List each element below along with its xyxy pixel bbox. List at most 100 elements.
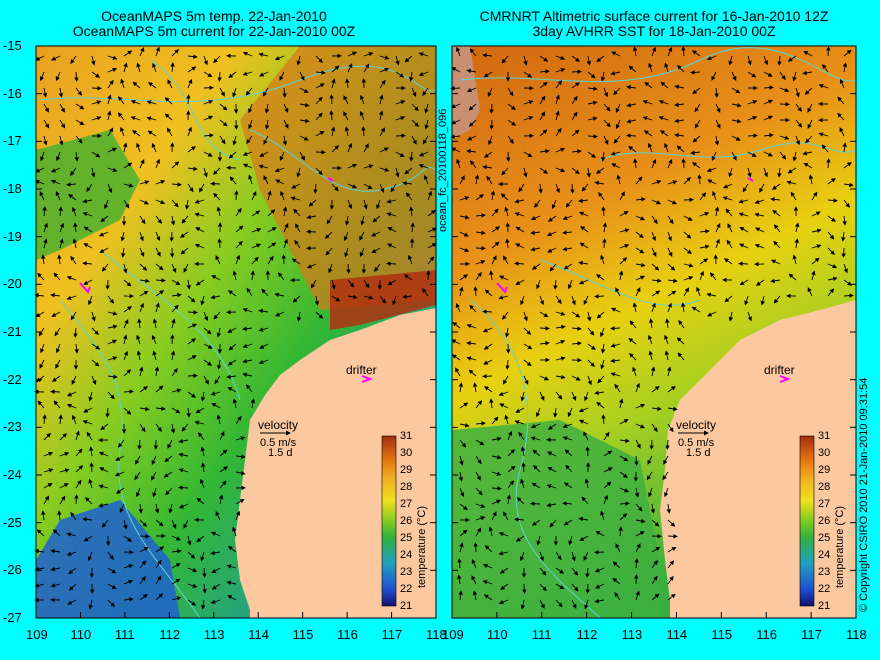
current-vector <box>475 230 486 236</box>
current-vector <box>555 110 560 121</box>
current-vector <box>299 102 310 108</box>
current-vector <box>39 71 45 82</box>
current-vector <box>68 193 77 201</box>
current-vector <box>53 272 61 281</box>
current-vector <box>88 478 93 489</box>
current-vector <box>488 135 493 146</box>
current-vector <box>501 55 509 64</box>
current-vector <box>187 599 197 606</box>
current-vector <box>184 199 190 210</box>
current-vector <box>274 55 285 61</box>
current-vector <box>43 238 48 249</box>
current-vector <box>475 213 486 218</box>
lat-tick-label: -21 <box>3 324 22 339</box>
current-vector <box>248 119 253 130</box>
current-vector <box>763 167 768 178</box>
current-vector <box>473 542 478 553</box>
right-colorbar-tick: 25 <box>818 532 831 544</box>
current-vector <box>42 87 48 98</box>
left-colorbar-tick: 22 <box>400 583 413 595</box>
current-vector <box>91 100 102 105</box>
current-vector <box>707 179 717 185</box>
current-vector <box>219 466 229 473</box>
current-vector <box>427 243 437 249</box>
current-vector <box>779 135 790 140</box>
current-vector <box>379 67 390 73</box>
current-vector <box>747 311 752 322</box>
current-vector <box>626 133 637 138</box>
current-vector <box>291 183 301 189</box>
current-vector <box>151 142 157 153</box>
current-vector <box>539 95 546 105</box>
current-vector <box>468 103 477 111</box>
current-vector <box>154 366 160 377</box>
left-lon-tick-label: 109 <box>26 627 48 642</box>
current-vector <box>216 206 221 217</box>
current-vector <box>279 151 285 162</box>
current-vector <box>450 119 461 125</box>
current-vector <box>139 560 147 569</box>
current-vector <box>86 183 93 193</box>
current-vector <box>139 519 148 527</box>
current-vector <box>555 147 566 153</box>
current-vector <box>343 231 349 242</box>
current-vector <box>347 51 358 57</box>
current-vector <box>469 48 477 57</box>
current-vector <box>715 222 721 233</box>
current-vector <box>267 190 272 201</box>
current-vector <box>811 211 821 217</box>
right-lon-tick-label: 118 <box>846 627 867 642</box>
current-vector <box>699 258 709 265</box>
current-vector <box>651 302 656 313</box>
current-vector <box>226 374 237 380</box>
current-vector <box>487 87 493 98</box>
current-vector <box>731 103 742 108</box>
current-vector <box>251 256 259 265</box>
current-vector <box>694 119 701 129</box>
current-vector <box>168 503 173 514</box>
current-vector <box>91 55 96 66</box>
current-vector <box>611 163 621 169</box>
current-vector <box>539 167 549 174</box>
current-vector <box>75 87 83 96</box>
current-vector <box>234 190 239 201</box>
current-vector <box>837 112 845 121</box>
current-vector <box>310 279 317 289</box>
current-vector <box>313 183 318 194</box>
current-vector <box>418 164 429 169</box>
current-vector <box>773 295 781 304</box>
current-vector <box>795 135 801 146</box>
current-vector <box>586 167 592 178</box>
current-vector <box>75 448 83 457</box>
current-vector <box>120 78 125 89</box>
current-vector <box>555 183 560 194</box>
current-vector <box>459 196 470 201</box>
current-vector <box>83 407 93 413</box>
current-vector <box>634 455 639 466</box>
current-vector <box>345 78 350 89</box>
left-velocity-days: 1.5 d <box>268 447 293 459</box>
current-vector <box>475 271 482 281</box>
current-vector <box>714 87 719 98</box>
current-vector <box>123 279 132 287</box>
current-vector <box>136 142 141 153</box>
current-vector <box>507 103 516 111</box>
current-vector <box>523 116 534 121</box>
current-vector <box>296 311 302 322</box>
current-vector <box>555 94 560 105</box>
current-vector <box>73 327 78 338</box>
current-vector <box>232 87 237 98</box>
current-vector <box>707 311 717 317</box>
left-lon-tick-label: 118 <box>426 627 447 642</box>
current-vector <box>104 199 109 210</box>
lat-tick-label: -27 <box>3 610 22 625</box>
current-vector <box>651 180 662 185</box>
current-vector <box>667 180 678 185</box>
current-vector <box>843 182 854 188</box>
current-vector <box>779 71 786 81</box>
current-vector <box>827 177 836 185</box>
current-vector <box>555 167 566 173</box>
current-vector <box>651 278 662 283</box>
current-vector <box>520 295 525 306</box>
current-vector <box>135 487 141 498</box>
